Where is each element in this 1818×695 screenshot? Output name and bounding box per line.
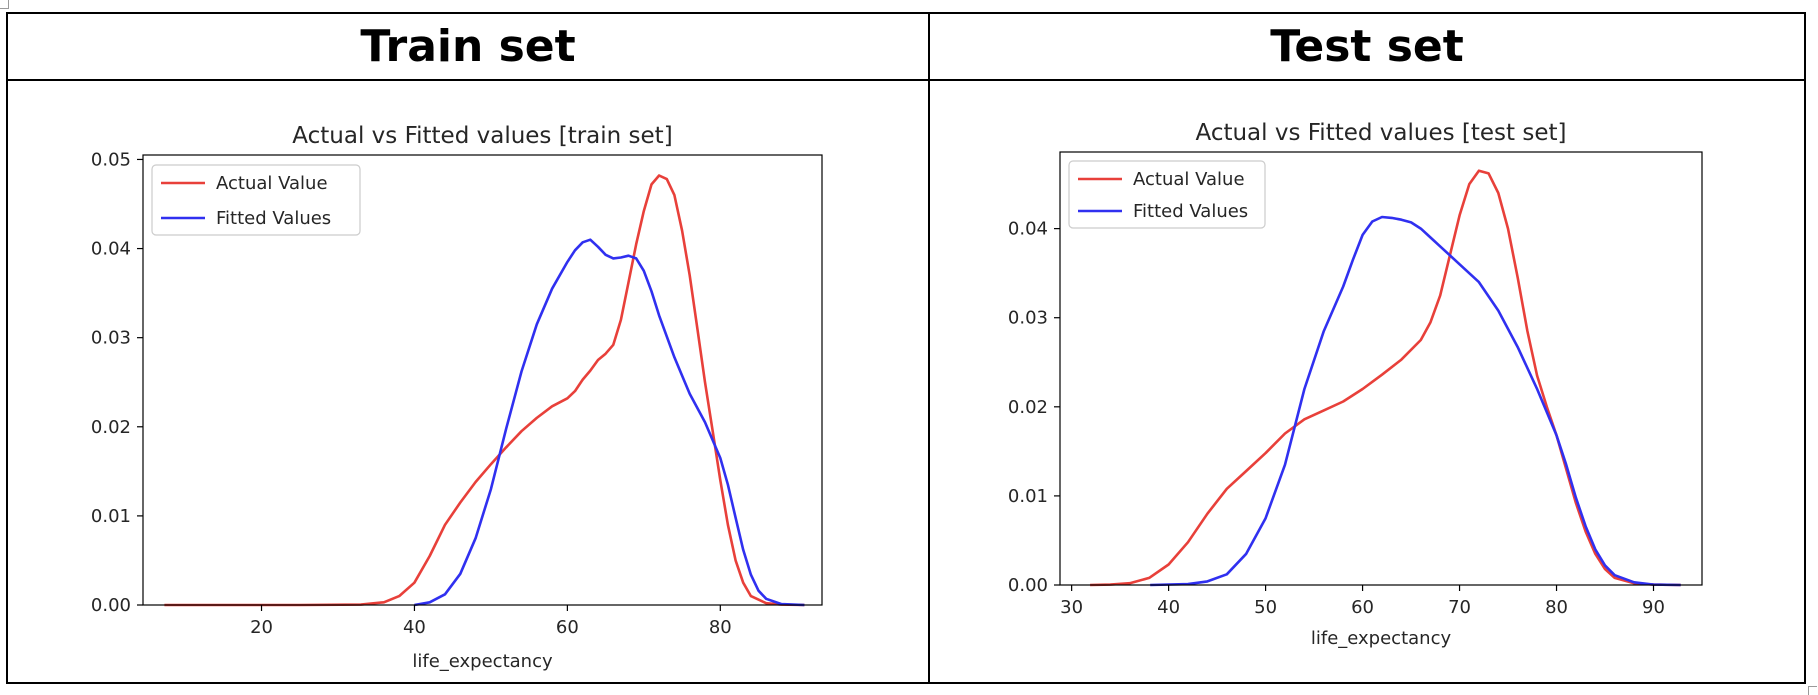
x-tick-label: 60 xyxy=(556,617,579,638)
y-tick-label: 0.04 xyxy=(1008,219,1048,240)
chart-title: Actual vs Fitted values [test set] xyxy=(1195,120,1566,146)
column-header-test: Test set xyxy=(1270,20,1464,72)
series-line-actual xyxy=(164,174,805,607)
y-tick-label: 0.00 xyxy=(1008,575,1048,596)
y-tick-label: 0.03 xyxy=(91,328,131,349)
x-tick-label: 70 xyxy=(1448,597,1471,618)
plot-frame xyxy=(1059,151,1703,586)
x-tick-label: 20 xyxy=(250,617,273,638)
y-tick-label: 0.02 xyxy=(1008,397,1048,418)
x-tick-label: 40 xyxy=(1157,597,1180,618)
chart-title: Actual vs Fitted values [train set] xyxy=(292,123,672,149)
plot-frame xyxy=(142,154,823,606)
y-tick-label: 0.00 xyxy=(91,595,131,616)
column-divider xyxy=(928,12,930,684)
x-axis-label: life_expectancy xyxy=(1311,628,1452,649)
y-tick-label: 0.05 xyxy=(91,149,131,170)
y-tick-label: 0.04 xyxy=(91,239,131,260)
header-divider xyxy=(6,79,1806,81)
y-tick-label: 0.03 xyxy=(1008,308,1048,329)
x-tick-label: 50 xyxy=(1254,597,1277,618)
legend-label-fitted: Fitted Values xyxy=(1133,201,1248,222)
x-tick-label: 40 xyxy=(403,617,426,638)
series-line-actual xyxy=(1090,169,1681,587)
x-axis-label: life_expectancy xyxy=(412,651,553,672)
legend-label-actual: Actual Value xyxy=(216,173,328,194)
legend-label-fitted: Fitted Values xyxy=(216,208,331,229)
table-frame xyxy=(6,12,1806,684)
corner-mark-top-left xyxy=(0,0,9,9)
legend-label-actual: Actual Value xyxy=(1133,169,1245,190)
x-tick-label: 30 xyxy=(1060,597,1083,618)
x-tick-label: 60 xyxy=(1351,597,1374,618)
series-line-fitted xyxy=(1150,215,1681,587)
x-tick-label: 80 xyxy=(1545,597,1568,618)
y-tick-label: 0.01 xyxy=(91,506,131,527)
x-tick-label: 80 xyxy=(709,617,732,638)
series-line-fitted xyxy=(414,238,805,607)
x-tick-label: 90 xyxy=(1642,597,1665,618)
y-tick-label: 0.01 xyxy=(1008,486,1048,507)
y-tick-label: 0.02 xyxy=(91,417,131,438)
column-header-train: Train set xyxy=(360,20,576,72)
corner-mark-bottom-right xyxy=(1808,686,1817,695)
